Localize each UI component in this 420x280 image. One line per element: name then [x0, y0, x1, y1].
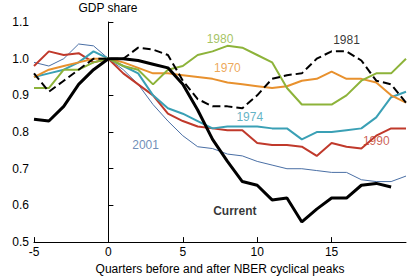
- svg-text:10: 10: [251, 245, 265, 259]
- svg-text:1974: 1974: [236, 110, 263, 124]
- svg-text:1981: 1981: [333, 33, 360, 47]
- svg-text:2001: 2001: [132, 138, 159, 152]
- svg-text:1.0: 1.0: [12, 52, 29, 66]
- svg-text:1990: 1990: [363, 134, 390, 148]
- svg-text:0.5: 0.5: [12, 235, 29, 249]
- svg-text:1970: 1970: [214, 61, 241, 75]
- svg-text:0: 0: [105, 245, 112, 259]
- svg-text:0.6: 0.6: [12, 198, 29, 212]
- svg-text:1980: 1980: [207, 32, 234, 46]
- svg-text:Current: Current: [213, 204, 256, 218]
- svg-text:GDP share: GDP share: [78, 1, 137, 15]
- svg-text:0.7: 0.7: [12, 162, 29, 176]
- svg-text:15: 15: [325, 245, 339, 259]
- svg-text:1.1: 1.1: [12, 15, 29, 29]
- svg-text:Quarters before and after NBER: Quarters before and after NBER cyclical …: [96, 262, 345, 276]
- svg-text:0.9: 0.9: [12, 88, 29, 102]
- svg-text:5: 5: [179, 245, 186, 259]
- svg-text:-5: -5: [29, 245, 40, 259]
- svg-text:0.8: 0.8: [12, 125, 29, 139]
